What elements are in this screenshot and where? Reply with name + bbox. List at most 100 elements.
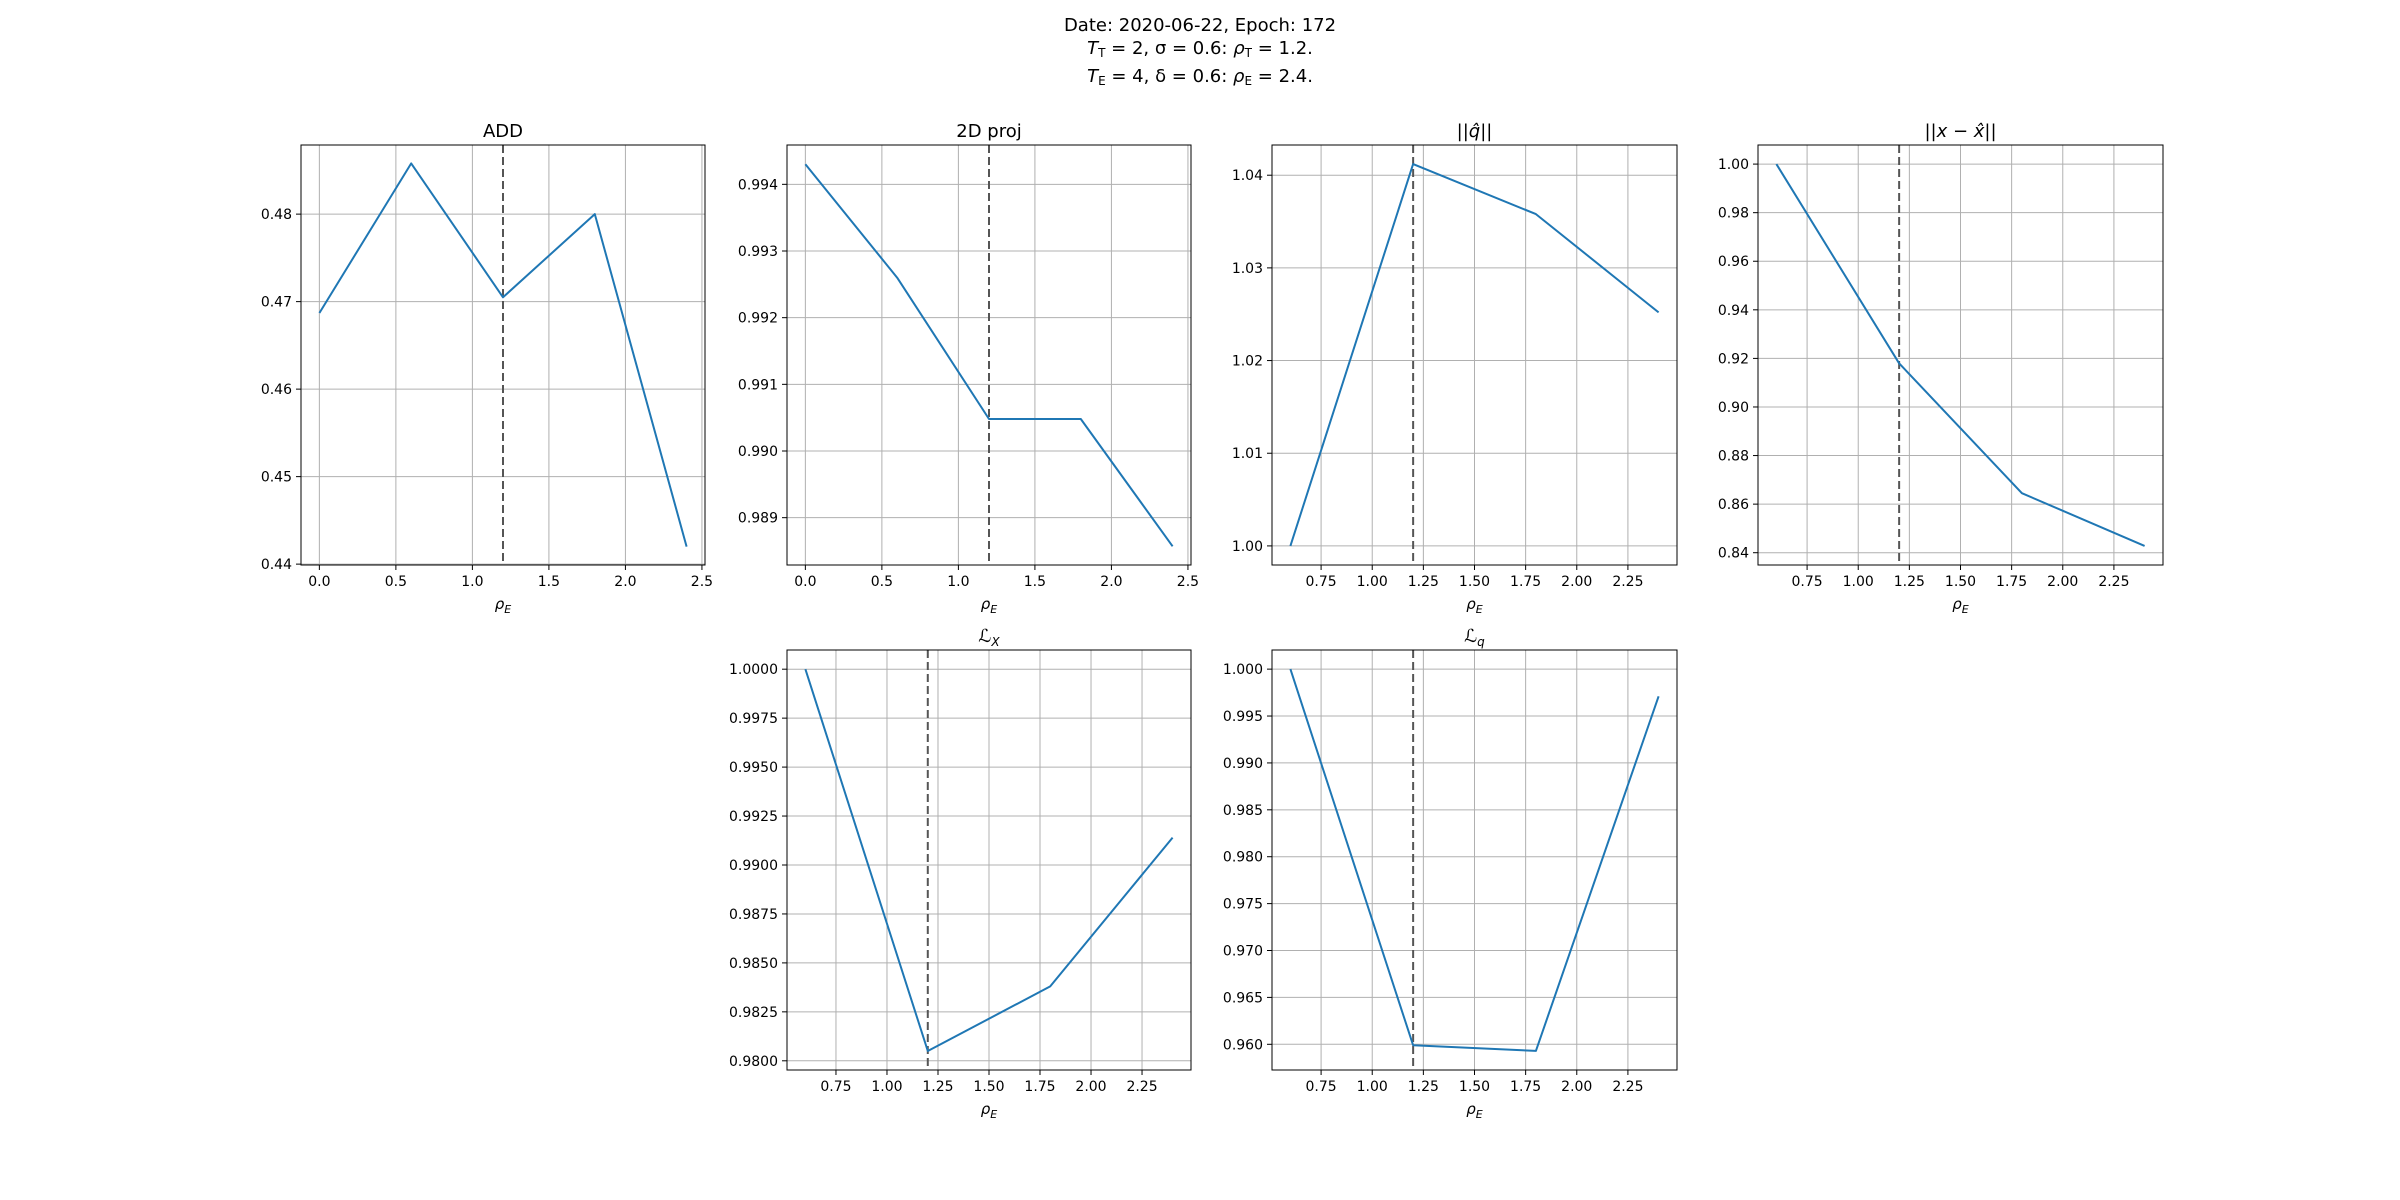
subplot-1: 0.0 0.5 1.0 1.5 2.0 2.5 0.44 0.45 0.46 0.47 0.48 AD… [261,121,713,616]
y-tick: 0.993 [738,244,787,260]
x-tick-label: 2.00 [1075,1079,1106,1095]
y-tick-label: 1.03 [1232,261,1263,277]
x-tick-label: 2.25 [1612,574,1643,590]
x-tick: 1.5 [1024,565,1046,590]
suptitle-line-1: Date: 2020-06-22, Epoch: 172 [1063,15,1337,36]
suptitle-line-3: TE = 4, δ = 0.6: ρE = 2.4. [1087,66,1313,88]
x-tick-label: 1.75 [1510,574,1541,590]
y-tick-label: 0.45 [261,470,292,486]
subplot-title: ℒq [1464,626,1485,649]
y-tick-label: 0.47 [261,295,292,311]
x-tick: 2.25 [1126,1070,1158,1095]
axes-frame [786,649,1192,1071]
x-tick-label: 1.50 [1459,1079,1490,1095]
y-tick-label: 1.0000 [729,662,778,678]
y-tick: 1.00 [1232,539,1272,555]
subplot-6: 0.75 1.00 1.25 1.50 1.75 2.00 2.25 0.960 0.965 0.… [1223,626,1678,1121]
y-tick-label: 0.44 [261,557,292,573]
y-tick: 0.84 [1718,546,1758,562]
y-tick-label: 0.994 [738,177,778,193]
y-tick: 0.44 [261,557,301,573]
axes-frame [786,144,1192,566]
subplot-title: ADD [483,121,523,142]
y-tick-label: 0.9950 [729,760,778,776]
x-tick: 2.25 [1612,565,1643,590]
x-tick: 1.00 [1843,565,1874,590]
y-tick-label: 0.96 [1718,254,1749,270]
x-tick-label: 1.5 [1024,574,1046,590]
subplot-title: ℒX [978,626,1000,649]
y-tick: 0.9925 [729,809,787,825]
subplot-5: 0.75 1.00 1.25 1.50 1.75 2.00 2.25 0.9800 0.9825… [729,626,1192,1121]
x-tick: 1.0 [947,565,970,590]
y-tick: 0.45 [261,470,301,486]
y-tick-label: 0.98 [1718,206,1749,222]
x-tick-label: 1.25 [1408,1079,1439,1095]
y-tick: 0.985 [1223,803,1272,819]
x-tick-label: 0.0 [794,574,816,590]
x-tick: 2.25 [1612,1070,1643,1095]
x-tick-label: 2.0 [614,574,636,590]
series-line [1289,163,1660,547]
y-tick-label: 0.84 [1718,546,1749,562]
y-tick: 1.02 [1232,354,1272,370]
series-line [1289,668,1660,1052]
x-tick: 0.75 [1306,565,1337,590]
y-tick-label: 1.01 [1232,446,1263,462]
y-tick: 0.989 [738,511,787,527]
y-tick: 0.94 [1718,303,1758,319]
y-tick-label: 0.992 [738,311,778,327]
y-tick-label: 0.995 [1223,709,1263,725]
y-tick: 0.980 [1223,850,1272,866]
x-tick-label: 2.5 [691,574,713,590]
x-axis-label: ρE [1952,595,1969,616]
y-tick: 1.01 [1232,446,1272,462]
x-tick-label: 1.50 [1945,574,1976,590]
x-tick: 0.0 [794,565,816,590]
x-tick-label: 1.75 [1996,574,2027,590]
x-tick: 2.5 [691,565,713,590]
x-tick-label: 1.00 [1357,574,1388,590]
y-tick: 1.0000 [729,662,787,678]
subplot-4: 0.75 1.00 1.25 1.50 1.75 2.00 2.25 0.84 0.86 0.88… [1718,121,2164,616]
y-tick-label: 1.00 [1718,157,1749,173]
x-tick-label: 1.50 [973,1079,1004,1095]
y-tick-label: 0.965 [1223,990,1263,1006]
x-tick-label: 2.5 [1177,574,1199,590]
x-axis-label: ρE [981,1100,998,1121]
x-tick-label: 1.0 [947,574,969,590]
y-tick-label: 0.980 [1223,850,1263,866]
x-axis-label: ρE [1466,595,1483,616]
x-axis-label: ρE [1466,1100,1483,1121]
y-tick-label: 1.000 [1223,662,1263,678]
y-tick: 1.04 [1232,168,1272,184]
x-tick: 1.0 [461,565,484,590]
y-tick-label: 0.92 [1718,351,1749,367]
y-tick-label: 0.9925 [729,809,778,825]
y-tick: 0.990 [738,444,787,460]
x-tick-label: 0.75 [1306,1079,1337,1095]
x-tick: 1.75 [1996,565,2027,590]
y-tick-label: 0.9800 [729,1054,778,1070]
y-tick-label: 0.989 [738,511,778,527]
y-tick: 0.975 [1223,897,1272,913]
x-axis-label: ρE [981,595,998,616]
y-tick: 0.9975 [729,711,787,727]
axes-frame [1271,144,1678,566]
x-tick: 1.25 [1894,565,1925,590]
x-tick: 0.5 [385,565,407,590]
x-tick: 0.75 [1792,565,1823,590]
y-tick: 0.88 [1718,449,1758,465]
x-axis-label: ρE [495,595,512,616]
x-tick-label: 0.5 [871,574,893,590]
x-tick: 1.75 [1510,565,1541,590]
subplot-title: ||q̂|| [1457,121,1493,142]
x-tick: 1.00 [871,1070,903,1095]
x-tick-label: 1.0 [461,574,483,590]
x-tick-label: 0.75 [820,1079,851,1095]
y-tick: 0.47 [261,295,301,311]
y-tick: 0.991 [738,377,787,393]
y-tick: 0.990 [1223,756,1272,772]
series-line [1775,163,2145,547]
